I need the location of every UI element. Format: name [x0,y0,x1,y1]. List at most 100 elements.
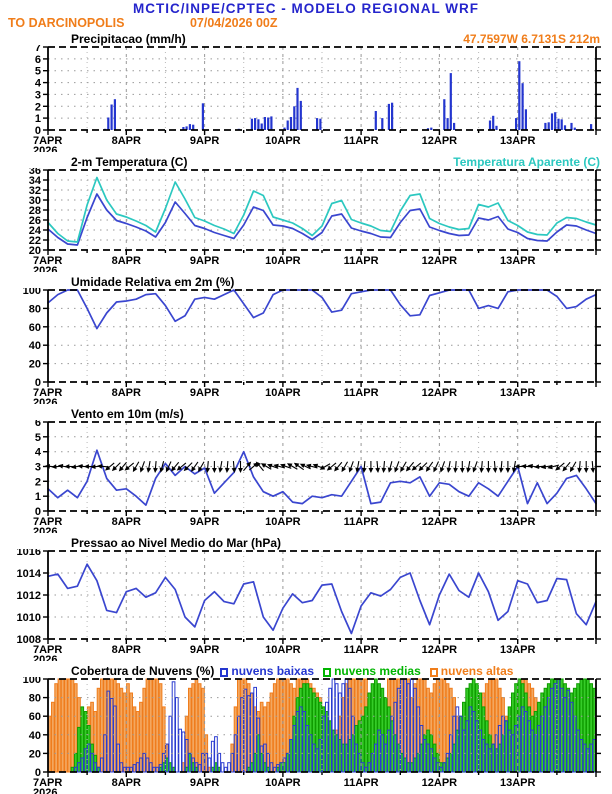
svg-text:10APR: 10APR [265,516,301,528]
panel-humidity: Umidade Relativa em 2m (%) 0 20 40 60 80 100 7… [0,275,612,404]
svg-text:30: 30 [29,195,41,207]
svg-text:6: 6 [35,420,41,429]
svg-text:20: 20 [29,245,41,257]
legend-swatch-medias-icon [323,668,332,677]
svg-text:3: 3 [35,89,41,101]
svg-text:13APR: 13APR [500,516,536,528]
svg-text:8APR: 8APR [112,516,141,528]
coords-label: 47.7597W 6.7131S 212m [463,32,600,46]
svg-text:8APR: 8APR [112,777,141,789]
svg-text:12APR: 12APR [422,387,458,399]
svg-text:24: 24 [29,225,42,237]
svg-text:2: 2 [35,476,41,488]
svg-text:1012: 1012 [17,590,41,602]
svg-text:9APR: 9APR [190,387,219,399]
svg-text:12APR: 12APR [422,255,458,267]
svg-text:1: 1 [35,491,41,503]
svg-text:11APR: 11APR [344,644,379,656]
legend-item-medias: nuvens medias [323,665,421,677]
svg-text:11APR: 11APR [344,516,379,528]
svg-text:1008: 1008 [17,634,41,646]
svg-text:8APR: 8APR [112,644,141,656]
legend-item-altas: nuvens altas [429,664,514,678]
svg-text:5: 5 [35,432,41,444]
station-label: TO DARCINOPOLIS [8,16,125,30]
svg-text:6: 6 [35,54,41,66]
svg-text:10APR: 10APR [265,135,301,147]
temperature-title: 2-m Temperatura (C) [71,155,188,169]
svg-text:10APR: 10APR [265,255,301,267]
svg-text:7APR: 7APR [33,387,62,399]
svg-text:9APR: 9APR [190,516,219,528]
svg-text:26: 26 [29,215,41,227]
panel-temperature: 2-m Temperatura (C) Temperatura Aparente… [0,155,612,272]
svg-text:40: 40 [29,340,41,352]
svg-text:10APR: 10APR [265,387,301,399]
svg-text:2026: 2026 [33,145,57,152]
svg-text:8APR: 8APR [112,387,141,399]
svg-text:0: 0 [35,125,41,137]
svg-text:1: 1 [35,113,41,125]
svg-text:0: 0 [35,377,41,389]
svg-text:4: 4 [35,447,42,459]
apparent-temperature-label: Temperatura Aparente (C) [453,155,600,169]
precipitation-title: Precipitacao (mm/h) [71,32,186,46]
svg-text:1016: 1016 [17,549,41,558]
clouds-title: Cobertura de Nuvens (%) [71,664,215,678]
svg-text:60: 60 [29,322,41,334]
svg-text:80: 80 [29,303,41,315]
svg-text:11APR: 11APR [344,777,379,789]
svg-text:13APR: 13APR [500,387,536,399]
main-title: MCTIC/INPE/CPTEC - MODELO REGIONAL WRF [133,1,479,16]
svg-text:100: 100 [23,677,41,686]
panel-clouds: Cobertura de Nuvens (%) nuvens baixas nu… [0,664,612,794]
svg-text:13APR: 13APR [500,644,536,656]
svg-text:12APR: 12APR [422,644,458,656]
svg-text:9APR: 9APR [190,135,219,147]
legend-label-altas: nuvens altas [440,664,514,678]
svg-text:3: 3 [35,462,41,474]
pressure-title: Pressao ao Nivel Medio do Mar (hPa) [71,536,282,550]
svg-text:22: 22 [29,235,41,247]
svg-text:9APR: 9APR [190,255,219,267]
svg-text:7APR: 7APR [33,644,62,656]
svg-text:28: 28 [29,205,41,217]
svg-text:1014: 1014 [17,568,42,580]
svg-text:5: 5 [35,66,41,78]
svg-text:2026: 2026 [33,265,57,272]
svg-text:100: 100 [23,288,41,297]
svg-text:20: 20 [29,748,41,760]
svg-text:0: 0 [35,767,41,779]
svg-text:2026: 2026 [33,397,57,404]
subtitle-row: TO DARCINOPOLIS 07/04/2026 00Z [0,16,612,30]
svg-text:11APR: 11APR [344,255,379,267]
svg-text:13APR: 13APR [500,777,536,789]
svg-text:34: 34 [29,175,42,187]
humidity-title: Umidade Relativa em 2m (%) [71,275,235,289]
svg-text:60: 60 [29,711,41,723]
run-datetime-label: 07/04/2026 00Z [189,16,278,30]
svg-text:13APR: 13APR [500,135,536,147]
svg-text:7APR: 7APR [33,255,62,267]
svg-text:4: 4 [35,78,42,90]
svg-text:2: 2 [35,101,41,113]
clouds-legend: nuvens baixas nuvens medias nuvens altas [220,665,513,677]
svg-text:7: 7 [35,45,41,54]
svg-text:1010: 1010 [17,612,41,624]
svg-text:2026: 2026 [33,787,57,794]
legend-item-baixas: nuvens baixas [220,665,314,677]
svg-text:7APR: 7APR [33,516,62,528]
svg-text:8APR: 8APR [112,255,141,267]
page-header: MCTIC/INPE/CPTEC - MODELO REGIONAL WRF T… [0,0,612,30]
panel-wind: Vento em 10m (m/s) 0 1 2 3 4 5 6 7APR 2026 8APR 9A… [0,407,612,533]
svg-text:8APR: 8APR [112,135,141,147]
svg-text:20: 20 [29,359,41,371]
svg-text:2026: 2026 [33,526,57,533]
svg-text:7APR: 7APR [33,777,62,789]
svg-text:80: 80 [29,693,41,705]
svg-text:10APR: 10APR [265,644,301,656]
svg-text:36: 36 [29,168,41,177]
